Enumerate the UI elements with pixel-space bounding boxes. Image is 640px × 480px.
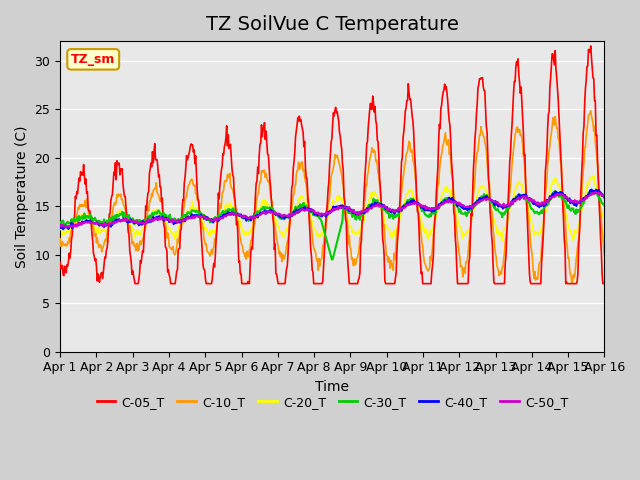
X-axis label: Time: Time bbox=[316, 380, 349, 394]
Legend: C-05_T, C-10_T, C-20_T, C-30_T, C-40_T, C-50_T: C-05_T, C-10_T, C-20_T, C-30_T, C-40_T, … bbox=[92, 391, 573, 414]
Text: TZ_sm: TZ_sm bbox=[71, 53, 115, 66]
Title: TZ SoilVue C Temperature: TZ SoilVue C Temperature bbox=[206, 15, 459, 34]
Y-axis label: Soil Temperature (C): Soil Temperature (C) bbox=[15, 125, 29, 267]
